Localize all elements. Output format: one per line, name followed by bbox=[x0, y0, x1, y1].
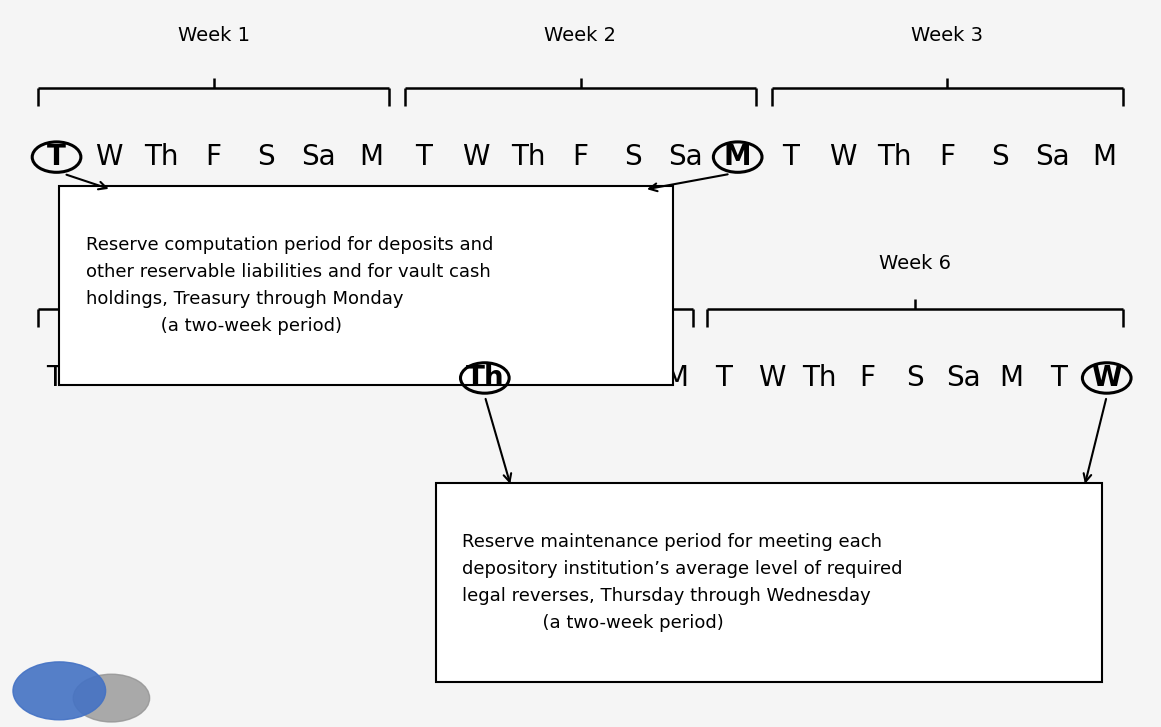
Text: Sa: Sa bbox=[946, 364, 981, 392]
Text: S: S bbox=[907, 364, 924, 392]
Text: Week 6: Week 6 bbox=[879, 254, 951, 273]
FancyBboxPatch shape bbox=[435, 483, 1102, 682]
Text: T: T bbox=[48, 143, 66, 171]
Text: Reserve computation period for deposits and
other reservable liabilities and for: Reserve computation period for deposits … bbox=[86, 236, 493, 335]
Text: M: M bbox=[1093, 143, 1117, 171]
Text: Week 3: Week 3 bbox=[911, 26, 983, 45]
FancyBboxPatch shape bbox=[59, 186, 673, 385]
Circle shape bbox=[73, 674, 150, 722]
Text: T: T bbox=[715, 364, 733, 392]
Text: F: F bbox=[572, 143, 589, 171]
Text: Reserve maintenance period for meeting each
depository institution’s average lev: Reserve maintenance period for meeting e… bbox=[462, 533, 903, 632]
Text: T: T bbox=[45, 364, 63, 392]
Text: Week 2: Week 2 bbox=[545, 26, 616, 45]
Text: Week 1: Week 1 bbox=[178, 26, 250, 45]
Text: T: T bbox=[381, 364, 397, 392]
Text: W: W bbox=[88, 364, 116, 392]
Text: W: W bbox=[1091, 364, 1122, 392]
Text: Th: Th bbox=[132, 364, 167, 392]
Text: W: W bbox=[95, 143, 123, 171]
Text: F: F bbox=[939, 143, 956, 171]
Text: Th: Th bbox=[466, 364, 504, 392]
Text: Sa: Sa bbox=[276, 364, 311, 392]
Text: S: S bbox=[258, 143, 275, 171]
Text: Th: Th bbox=[878, 143, 913, 171]
Text: Sa: Sa bbox=[611, 364, 646, 392]
Text: S: S bbox=[990, 143, 1009, 171]
Text: M: M bbox=[359, 143, 383, 171]
Text: F: F bbox=[189, 364, 205, 392]
Text: F: F bbox=[525, 364, 541, 392]
Text: F: F bbox=[859, 364, 875, 392]
Text: F: F bbox=[205, 143, 222, 171]
Text: Th: Th bbox=[511, 143, 546, 171]
Text: Week 5: Week 5 bbox=[497, 254, 569, 273]
Text: Sa: Sa bbox=[668, 143, 702, 171]
Text: M: M bbox=[723, 143, 751, 171]
Text: W: W bbox=[829, 143, 856, 171]
Text: S: S bbox=[571, 364, 590, 392]
Text: M: M bbox=[330, 364, 353, 392]
Text: M: M bbox=[664, 364, 688, 392]
Text: T: T bbox=[1051, 364, 1067, 392]
Text: T: T bbox=[781, 143, 799, 171]
Text: S: S bbox=[625, 143, 642, 171]
Text: Th: Th bbox=[144, 143, 179, 171]
Text: M: M bbox=[1000, 364, 1023, 392]
Text: Th: Th bbox=[802, 364, 837, 392]
Text: Sa: Sa bbox=[1034, 143, 1069, 171]
Text: Sa: Sa bbox=[301, 143, 336, 171]
Text: S: S bbox=[237, 364, 254, 392]
Text: W: W bbox=[462, 143, 490, 171]
Text: W: W bbox=[424, 364, 450, 392]
Circle shape bbox=[13, 662, 106, 720]
Text: T: T bbox=[414, 143, 432, 171]
Text: Week 4: Week 4 bbox=[161, 254, 233, 273]
Text: W: W bbox=[758, 364, 786, 392]
